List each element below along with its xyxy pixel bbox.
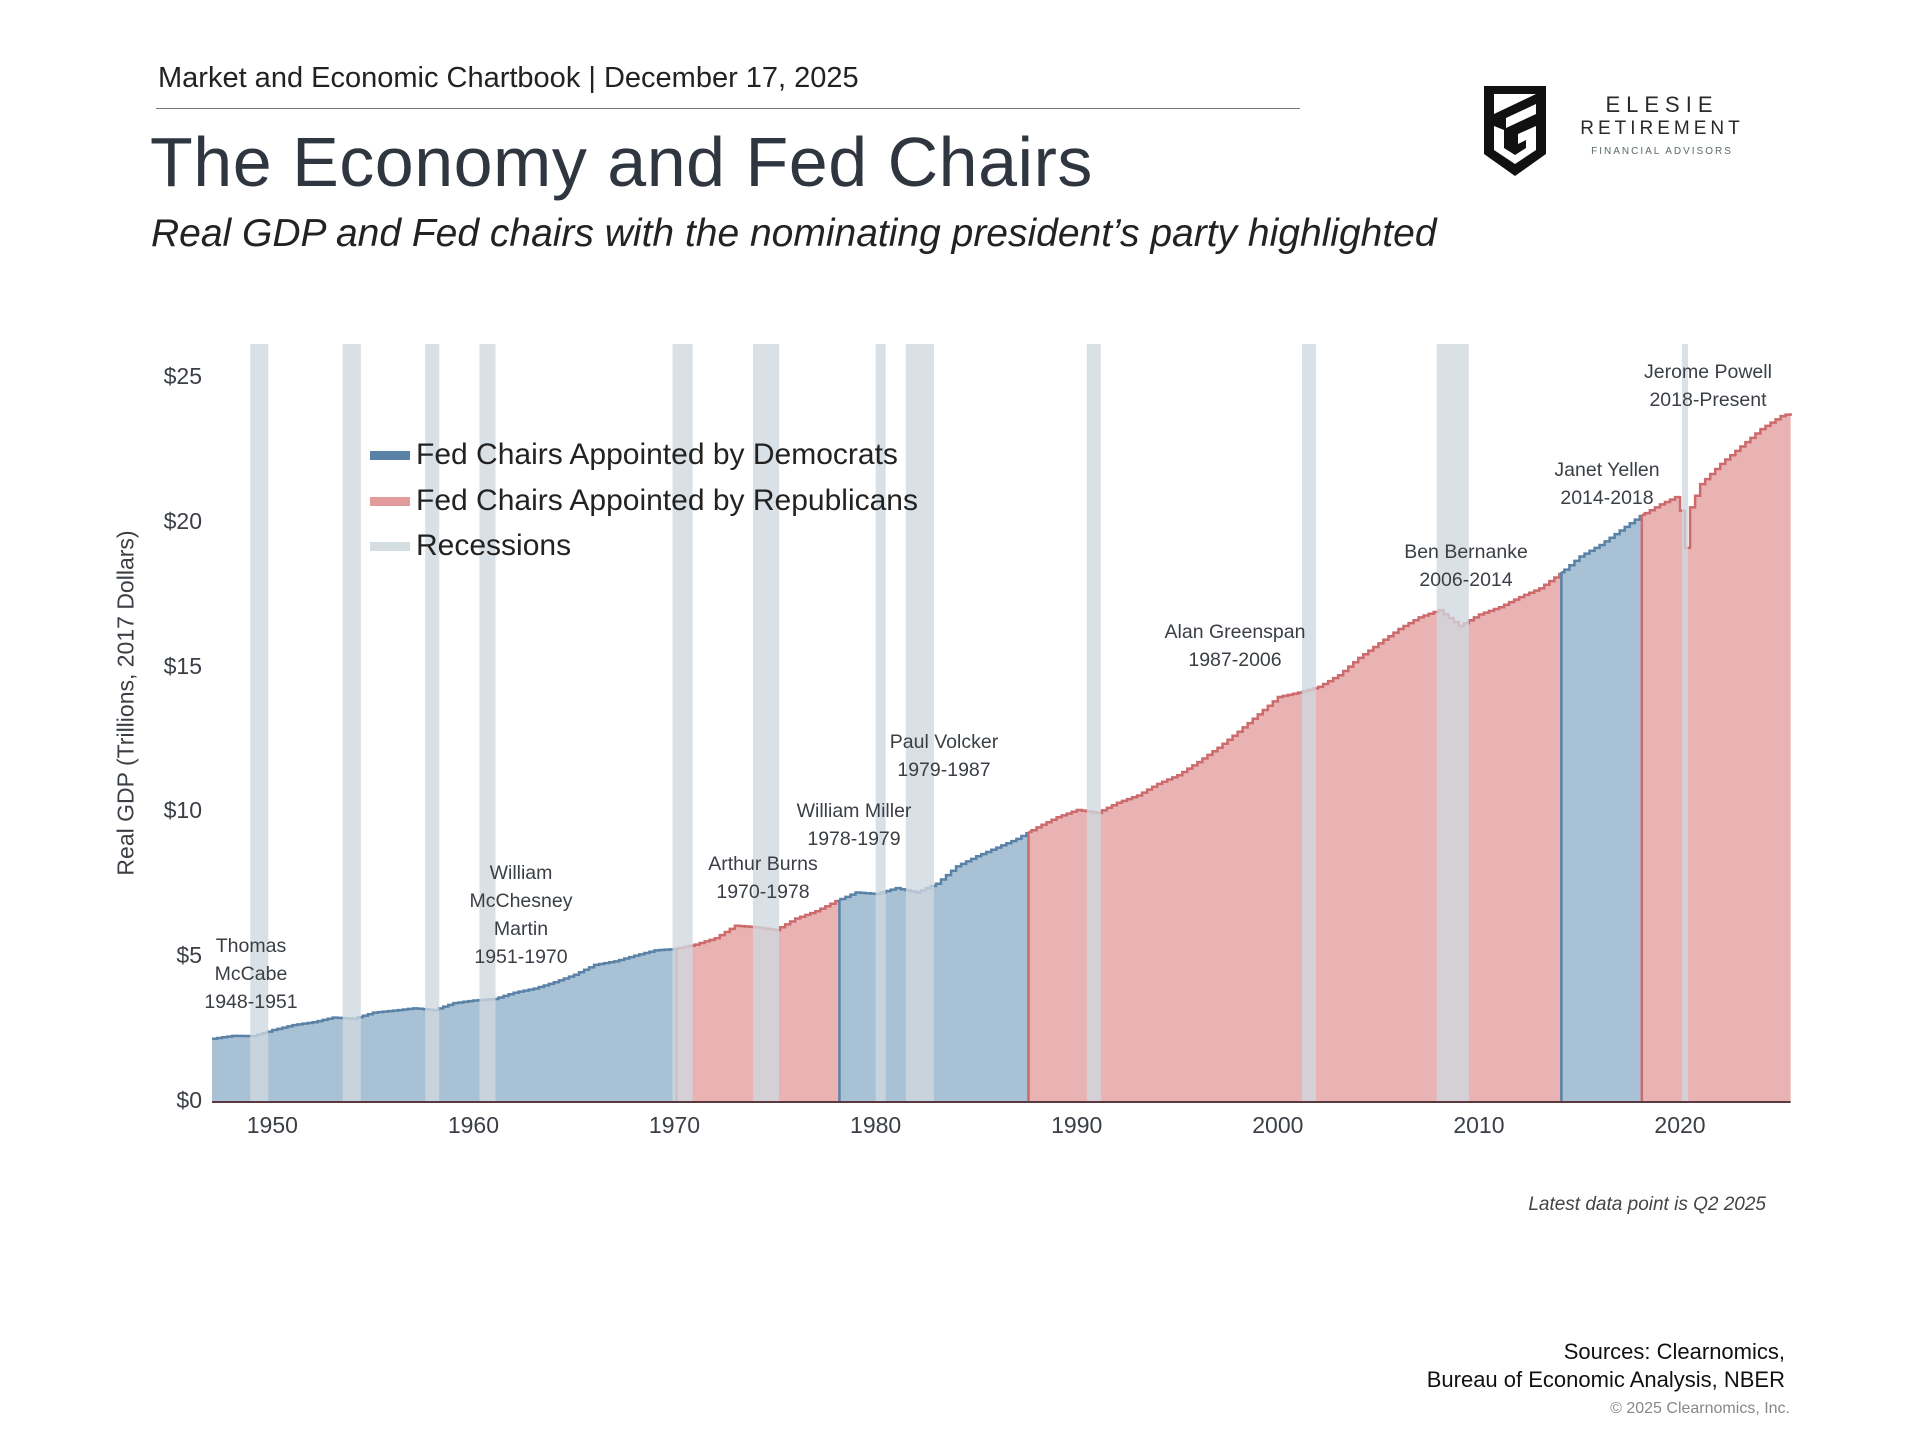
fed-chair-label: Janet Yellen 2014-2018 — [1554, 456, 1659, 512]
latest-data-note: Latest data point is Q2 2025 — [1528, 1194, 1766, 1215]
y-tick-label: $15 — [163, 652, 202, 679]
recession-band-8 — [1086, 344, 1101, 1101]
logo-mark-icon — [1484, 86, 1546, 176]
x-tick-label: 2000 — [1252, 1112, 1304, 1138]
fed-chair-label-line: 2014-2018 — [1560, 487, 1654, 509]
fed-chair-label-line: 1978-1979 — [807, 828, 901, 850]
x-tick-label: 2010 — [1453, 1112, 1505, 1138]
fed-chair-label-line: Jerome Powell — [1644, 361, 1772, 383]
fed-chair-label-line: Paul Volcker — [889, 731, 999, 753]
recession-band-1 — [342, 344, 361, 1101]
fed-chair-label: Arthur Burns 1970-1978 — [708, 850, 817, 906]
sources-line-2: Bureau of Economic Analysis, NBER — [1426, 1367, 1785, 1392]
gdp-line-3 — [1028, 572, 1563, 834]
fed-chair-label-line: Ben Bernanke — [1404, 541, 1528, 563]
recession-band-2 — [425, 344, 440, 1101]
legend-item-recessions: Recessions — [370, 528, 571, 564]
y-axis-title: Real GDP (Trillions, 2017 Dollars) — [112, 530, 139, 876]
fed-chair-label-line: McChesney — [469, 890, 573, 912]
fed-chair-label: Jerome Powell 2018-Present — [1644, 358, 1772, 414]
legend-item-republicans: Fed Chairs Appointed by Republicans — [370, 483, 918, 519]
logo-line-1: ELESIE — [1605, 92, 1719, 117]
fed-chair-label: William Miller 1978-1979 — [797, 797, 912, 853]
fed-chair-label-line: 1948-1951 — [204, 991, 298, 1013]
recession-band-5 — [752, 344, 780, 1101]
chartbook-header: Market and Economic Chartbook | December… — [158, 62, 859, 94]
fed-chair-label-line: Martin — [493, 918, 549, 940]
recession-band-9 — [1301, 344, 1317, 1101]
y-tick-label: $0 — [176, 1087, 202, 1113]
gdp-line-0 — [212, 947, 678, 1040]
fed-chair-label: Thomas McCabe 1948-1951 — [204, 932, 297, 1016]
gdp-area-democrat-0 — [212, 948, 677, 1101]
fed-chair-label-line: William — [489, 862, 553, 884]
fed-chair-label: Alan Greenspan 1987-2006 — [1165, 618, 1306, 674]
logo-line-2: RETIREMENT — [1580, 118, 1744, 139]
company-logo: ELESIE RETIREMENT FINANCIAL ADVISORS — [1480, 80, 1770, 180]
x-tick-label: 2020 — [1654, 1112, 1706, 1138]
x-tick-label: 1950 — [246, 1112, 298, 1138]
fed-chair-label-line: 1987-2006 — [1188, 649, 1282, 671]
recession-band-4 — [672, 344, 693, 1101]
sources-line-1: Sources: Clearnomics, — [1563, 1339, 1785, 1364]
y-tick-label: $5 — [176, 942, 202, 969]
header-divider — [156, 108, 1300, 109]
sources: Sources: Clearnomics, Bureau of Economic… — [1427, 1338, 1785, 1394]
fed-chair-label-line: 1970-1978 — [716, 881, 810, 903]
gdp-area-republican-5 — [1641, 413, 1791, 1101]
recession-band-3 — [479, 344, 496, 1101]
fed-chair-label-line: 2018-Present — [1649, 389, 1767, 411]
copyright: © 2025 Clearnomics, Inc. — [1610, 1400, 1790, 1417]
fed-chair-label: William McChesney Martin 1951-1970 — [470, 859, 573, 971]
gdp-line-2 — [839, 831, 1030, 901]
fed-chair-label-line: 1951-1970 — [474, 946, 568, 968]
fed-chair-label-line: Alan Greenspan — [1164, 621, 1306, 643]
recession-band-0 — [250, 344, 269, 1101]
logo-line-3: FINANCIAL ADVISORS — [1591, 146, 1733, 157]
x-tick-label: 1990 — [1051, 1112, 1103, 1138]
page-subtitle: Real GDP and Fed chairs with the nominat… — [151, 212, 1437, 255]
fed-chair-label-line: McCabe — [214, 963, 288, 985]
recession-band-7 — [905, 344, 934, 1101]
legend-label-republicans: Fed Chairs Appointed by Republicans — [416, 484, 918, 517]
legend-swatch-democrats — [370, 450, 410, 460]
gdp-area-republican-3 — [1028, 572, 1562, 1101]
fed-chair-label: Paul Volcker 1979-1987 — [890, 728, 998, 784]
x-tick-label: 1980 — [850, 1112, 902, 1138]
legend-swatch-recessions — [370, 541, 410, 551]
recession-band-10 — [1436, 344, 1469, 1101]
fed-chair-label-line: Thomas — [215, 935, 287, 957]
fed-chair-label-line: Arthur Burns — [708, 853, 818, 875]
y-tick-label: $25 — [163, 363, 202, 389]
gdp-area-democrat-4 — [1561, 514, 1642, 1101]
page-title: The Economy and Fed Chairs — [150, 123, 1093, 201]
fed-chair-label-line: Janet Yellen — [1554, 459, 1660, 481]
recession-band-6 — [875, 344, 886, 1101]
legend-label-democrats: Fed Chairs Appointed by Democrats — [416, 438, 898, 471]
recession-band-11 — [1682, 344, 1689, 1101]
fed-chair-label: Ben Bernanke 2006-2014 — [1404, 538, 1528, 594]
fed-chair-label-line: 2006-2014 — [1419, 569, 1513, 591]
x-tick-label: 1970 — [648, 1112, 701, 1138]
x-tick-label: 1960 — [447, 1112, 499, 1138]
legend-item-democrats: Fed Chairs Appointed by Democrats — [370, 437, 898, 473]
gdp-line-5 — [1641, 413, 1792, 550]
gdp-line-4 — [1561, 514, 1644, 574]
y-tick-label: $20 — [163, 507, 202, 534]
fed-chair-label-line: 1979-1987 — [897, 759, 991, 781]
y-tick-label: $10 — [163, 797, 202, 824]
legend-label-recessions: Recessions — [416, 529, 572, 562]
legend-swatch-republicans — [370, 496, 410, 506]
fed-chair-label-line: William Miller — [796, 800, 912, 822]
